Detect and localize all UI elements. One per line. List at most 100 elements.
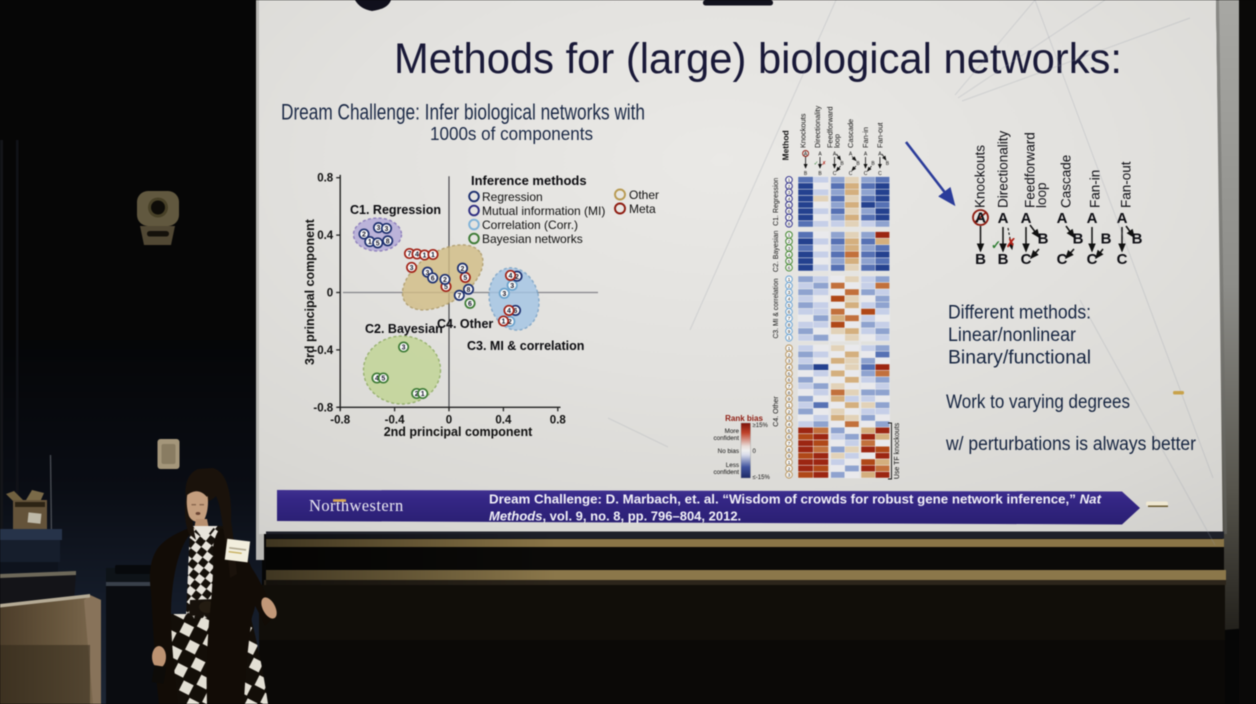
svg-text:loop: loop [833, 134, 842, 148]
svg-text:Work to varying degrees: Work to varying degrees [946, 392, 1130, 413]
svg-text:1: 1 [788, 233, 791, 238]
svg-text:C2. Bayesian: C2. Bayesian [365, 322, 443, 336]
svg-text:1: 1 [421, 391, 425, 398]
svg-text:1000s of components: 1000s of components [430, 123, 593, 144]
svg-text:3: 3 [377, 225, 381, 232]
svg-text:4: 4 [375, 376, 379, 383]
svg-text:4: 4 [788, 422, 791, 427]
svg-text:Dream Challenge: D. Marbach, e: Dream Challenge: D. Marbach, et. al. “Wi… [489, 492, 1102, 507]
svg-text:Correlation (Corr.): Correlation (Corr.) [482, 218, 578, 232]
svg-text:3: 3 [788, 190, 791, 195]
svg-text:6: 6 [431, 276, 435, 283]
svg-text:B: B [818, 171, 822, 177]
svg-text:Feedforward: Feedforward [826, 107, 835, 149]
svg-text:7: 7 [457, 293, 461, 300]
svg-text:3: 3 [788, 416, 791, 421]
svg-text:7: 7 [788, 215, 791, 220]
svg-text:1: 1 [788, 277, 791, 282]
svg-text:6: 6 [788, 378, 791, 383]
svg-text:C: C [833, 171, 837, 177]
svg-text:A: A [849, 152, 853, 158]
svg-text:2: 2 [788, 466, 791, 471]
svg-text:6: 6 [468, 301, 472, 308]
svg-text:C: C [849, 171, 853, 177]
svg-text:4: 4 [415, 252, 419, 259]
svg-text:A: A [864, 152, 868, 158]
svg-text:6: 6 [788, 435, 791, 440]
svg-text:0.4: 0.4 [495, 414, 512, 426]
svg-text:3: 3 [510, 283, 514, 290]
svg-text:B: B [998, 251, 1009, 268]
svg-text:Rank bias: Rank bias [725, 414, 763, 423]
svg-text:5: 5 [788, 303, 791, 308]
svg-text:A: A [878, 152, 882, 158]
svg-text:C: C [864, 171, 868, 177]
svg-text:4: 4 [788, 197, 791, 202]
svg-text:A: A [833, 152, 837, 158]
svg-text:≤-15%: ≤-15% [753, 475, 771, 481]
svg-text:Use TF knockouts: Use TF knockouts [894, 422, 901, 479]
svg-text:6: 6 [788, 310, 791, 315]
svg-text:Meta: Meta [629, 202, 656, 216]
svg-text:6: 6 [788, 209, 791, 214]
svg-text:C: C [1087, 251, 1098, 268]
svg-text:5: 5 [788, 259, 791, 264]
svg-text:A: A [975, 210, 986, 227]
svg-text:3: 3 [402, 345, 406, 352]
svg-text:5: 5 [444, 284, 448, 291]
svg-text:5: 5 [788, 428, 791, 433]
svg-text:8: 8 [788, 323, 791, 328]
svg-text:7: 7 [788, 384, 791, 389]
svg-text:B: B [886, 161, 890, 167]
svg-text:-0.4: -0.4 [385, 414, 405, 426]
svg-text:A: A [998, 210, 1009, 227]
svg-text:3: 3 [410, 265, 414, 272]
svg-text:Cascade: Cascade [1059, 155, 1074, 208]
svg-text:3: 3 [788, 359, 791, 364]
svg-text:B: B [1073, 231, 1084, 248]
svg-text:8: 8 [788, 390, 791, 395]
svg-text:B: B [975, 251, 986, 268]
svg-text:A: A [804, 152, 808, 158]
svg-text:C4. Other: C4. Other [773, 396, 780, 427]
svg-text:7: 7 [788, 441, 791, 446]
svg-text:0.4: 0.4 [317, 230, 334, 242]
svg-text:1: 1 [788, 460, 791, 465]
svg-text:2: 2 [788, 352, 791, 357]
svg-text:✗: ✗ [822, 160, 827, 167]
svg-text:1: 1 [788, 346, 791, 351]
svg-text:Knockouts: Knockouts [799, 113, 808, 148]
svg-text:2: 2 [443, 277, 447, 284]
svg-text:0: 0 [327, 288, 333, 300]
svg-text:0.8: 0.8 [550, 414, 567, 426]
svg-text:3: 3 [788, 246, 791, 251]
svg-text:8: 8 [386, 238, 390, 245]
svg-text:3rd principal component: 3rd principal component [303, 218, 317, 365]
svg-text:-0.4: -0.4 [313, 345, 333, 357]
svg-text:C: C [1021, 251, 1032, 268]
svg-text:3: 3 [426, 270, 430, 277]
svg-text:✓: ✓ [991, 238, 1001, 252]
svg-text:1: 1 [502, 319, 506, 326]
svg-text:2nd principal component: 2nd principal component [384, 425, 533, 439]
svg-text:B: B [1101, 231, 1112, 248]
svg-text:B: B [856, 161, 860, 167]
svg-text:3: 3 [502, 291, 506, 298]
svg-text:Linear/nonlinear: Linear/nonlinear [948, 325, 1077, 346]
svg-text:5: 5 [381, 376, 385, 383]
svg-text:A: A [1087, 210, 1098, 227]
svg-text:9: 9 [788, 454, 791, 459]
svg-text:Methods, vol. 9, no. 8, pp. 79: Methods, vol. 9, no. 8, pp. 796–804, 201… [489, 509, 741, 524]
svg-text:C4. Other: C4. Other [437, 317, 493, 331]
svg-text:loop: loop [1034, 182, 1049, 208]
svg-text:Binary/functional: Binary/functional [948, 348, 1091, 369]
svg-text:0: 0 [753, 449, 757, 455]
svg-text:0: 0 [446, 414, 452, 426]
svg-text:B: B [804, 171, 808, 177]
svg-text:2: 2 [508, 319, 512, 326]
svg-text:Dream Challenge: Infer biologi: Dream Challenge: Infer biological networ… [281, 100, 645, 125]
svg-text:5: 5 [376, 241, 380, 248]
svg-text:A: A [818, 152, 822, 158]
svg-text:2: 2 [461, 266, 465, 273]
svg-text:3: 3 [788, 290, 791, 295]
